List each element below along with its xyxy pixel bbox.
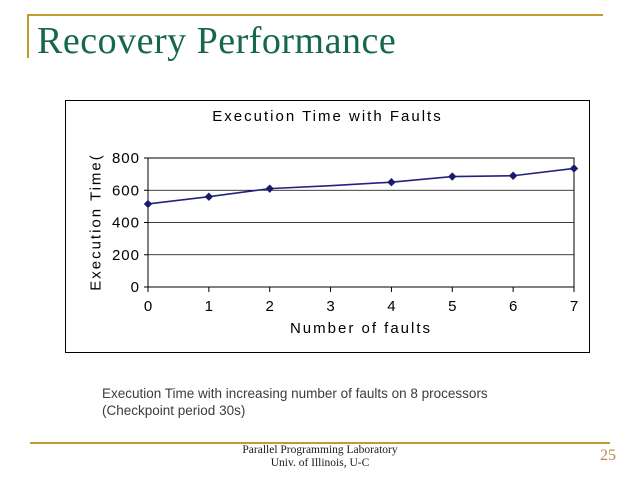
chart-caption: Execution Time with increasing number of… xyxy=(102,385,582,419)
caption-line-1: Execution Time with increasing number of… xyxy=(102,386,488,401)
ytick-label-0: 0 xyxy=(131,279,140,296)
xtick-label-5: 5 xyxy=(448,298,456,315)
accent-line-top xyxy=(27,14,603,16)
x-axis-title: Number of faults xyxy=(289,320,433,337)
xtick-label-1: 1 xyxy=(205,298,213,315)
chart-plot-svg: 0 200 400 600 800 0 1 2 3 4 5 6 7 xyxy=(112,150,579,315)
xtick-label-6: 6 xyxy=(509,298,517,315)
footer-line-1: Parallel Programming Laboratory xyxy=(242,444,398,456)
ytick-label-600: 600 xyxy=(112,182,140,199)
caption-line-2: (Checkpoint period 30s) xyxy=(102,403,246,418)
chart-title: Execution Time with Faults xyxy=(212,108,443,125)
page-number: 25 xyxy=(600,447,616,464)
data-point-marker-0 xyxy=(143,199,153,209)
series-line xyxy=(147,167,575,205)
footer: Parallel Programming Laboratory Univ. of… xyxy=(0,444,640,470)
data-point-marker-1 xyxy=(204,192,214,201)
data-point-marker-5 xyxy=(448,172,457,181)
accent-line-bottom xyxy=(30,442,610,444)
data-point-marker-6 xyxy=(508,171,518,180)
ytick-label-200: 200 xyxy=(112,247,140,264)
xtick-label-4: 4 xyxy=(387,298,395,315)
page-title: Recovery Performance xyxy=(37,20,397,62)
accent-line-left xyxy=(27,14,29,58)
xtick-label-7: 7 xyxy=(570,298,578,315)
chart: Execution Time with Faults Execution Tim… xyxy=(65,100,590,353)
xtick-label-3: 3 xyxy=(326,298,334,315)
ytick-label-800: 800 xyxy=(112,150,140,167)
data-point-marker-7 xyxy=(569,164,579,173)
footer-line-2: Univ. of Illinois, U-C xyxy=(270,457,370,469)
ytick-label-400: 400 xyxy=(112,215,140,232)
xtick-label-2: 2 xyxy=(266,298,274,315)
data-point-marker-2 xyxy=(265,184,274,193)
xtick-label-0: 0 xyxy=(144,298,152,315)
